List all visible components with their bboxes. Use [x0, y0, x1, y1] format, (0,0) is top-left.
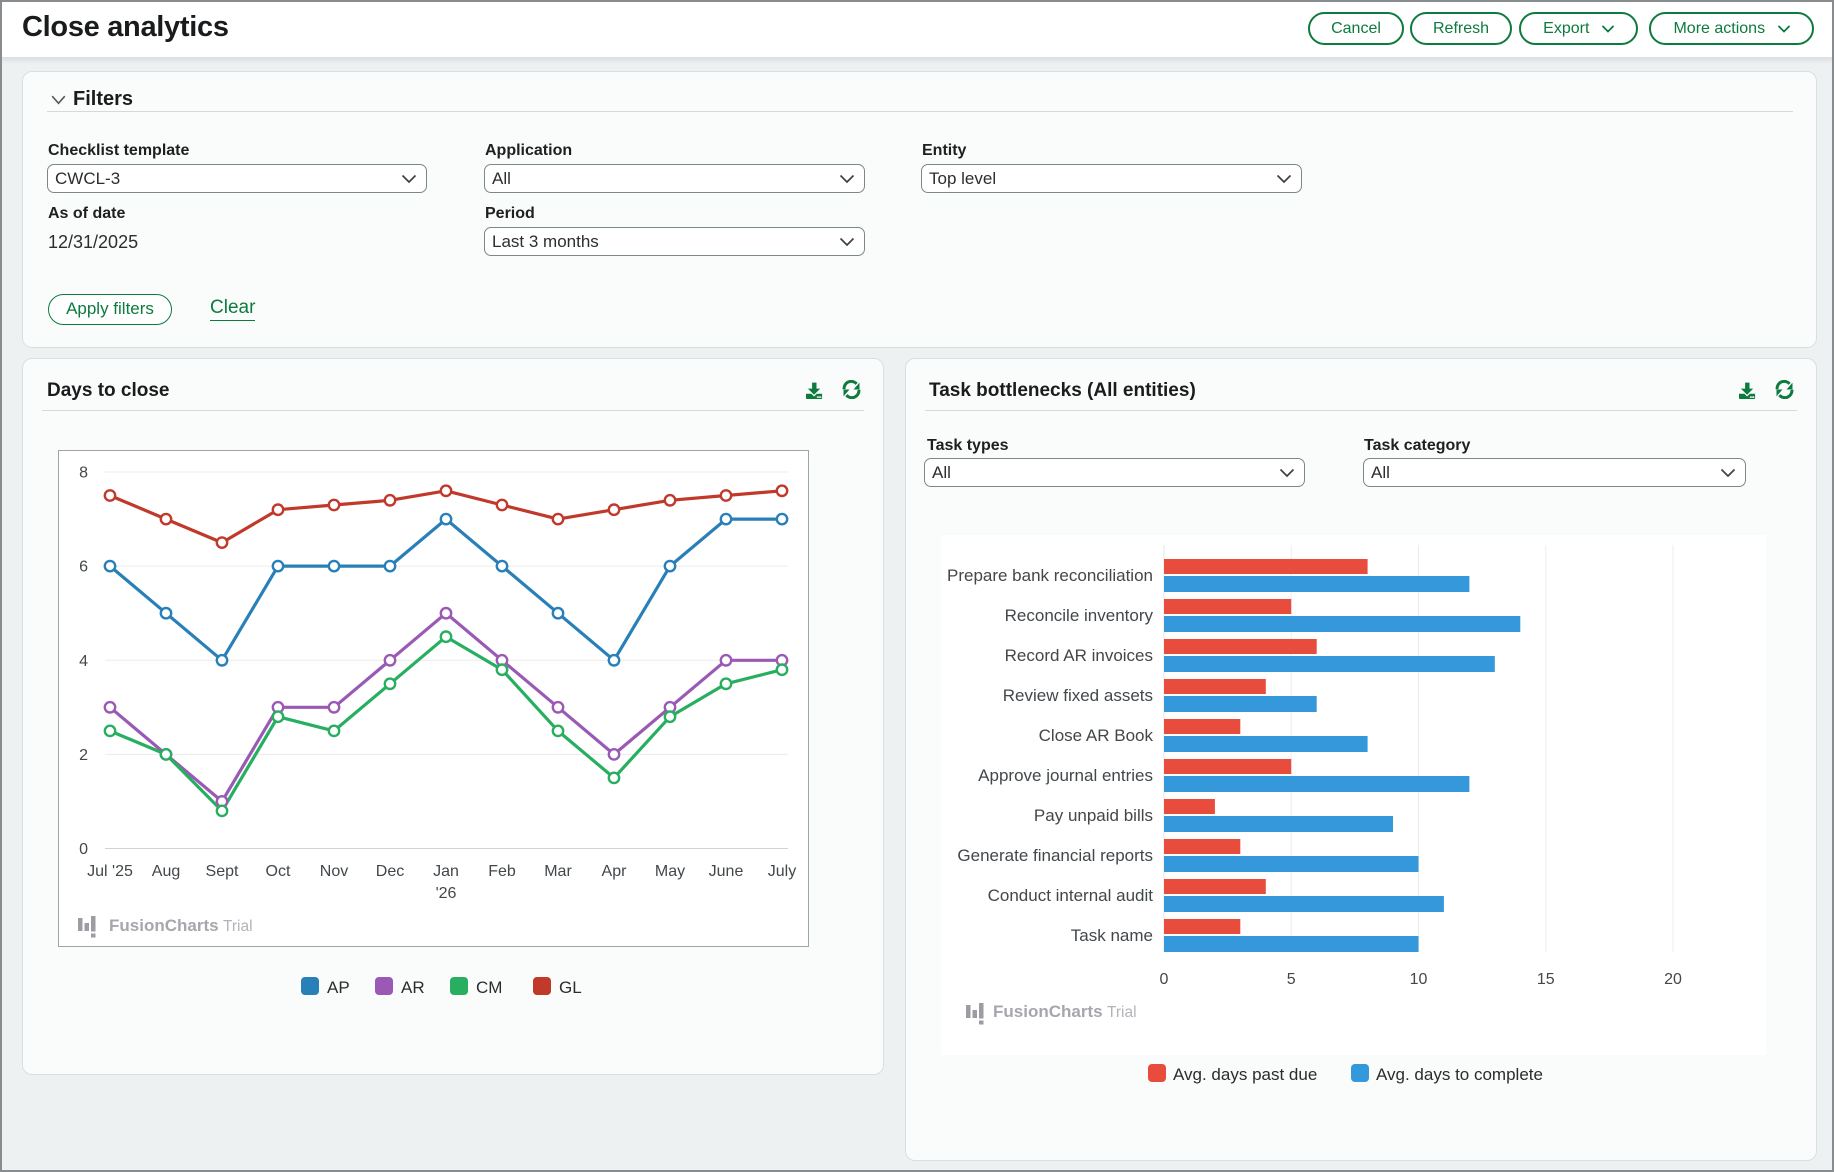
svg-text:Trial: Trial — [223, 918, 253, 935]
svg-text:June: June — [709, 863, 744, 880]
svg-text:15: 15 — [1537, 971, 1555, 988]
svg-text:0: 0 — [1160, 971, 1169, 988]
svg-text:Approve journal entries: Approve journal entries — [978, 766, 1153, 785]
svg-text:Review fixed assets: Review fixed assets — [1003, 686, 1153, 705]
svg-text:July: July — [768, 863, 796, 880]
svg-text:Feb: Feb — [488, 863, 516, 880]
svg-text:Mar: Mar — [544, 863, 572, 880]
svg-text:10: 10 — [1410, 971, 1428, 988]
svg-text:Record AR invoices: Record AR invoices — [1005, 646, 1153, 665]
svg-text:FusionCharts: FusionCharts — [993, 1002, 1103, 1021]
svg-text:Pay unpaid bills: Pay unpaid bills — [1034, 806, 1153, 825]
svg-text:Oct: Oct — [266, 863, 291, 880]
svg-text:Conduct internal audit: Conduct internal audit — [988, 886, 1154, 905]
svg-text:4: 4 — [79, 653, 88, 670]
svg-text:Task name: Task name — [1071, 926, 1153, 945]
svg-text:Reconcile inventory: Reconcile inventory — [1005, 606, 1154, 625]
svg-text:20: 20 — [1664, 971, 1682, 988]
svg-text:'26: '26 — [436, 885, 457, 902]
svg-text:Apr: Apr — [602, 863, 628, 880]
svg-text:Close AR Book: Close AR Book — [1039, 726, 1154, 745]
svg-text:5: 5 — [1287, 971, 1296, 988]
svg-text:2: 2 — [79, 747, 88, 764]
svg-text:Jul '25: Jul '25 — [87, 863, 133, 880]
svg-text:Dec: Dec — [376, 863, 404, 880]
svg-text:FusionCharts: FusionCharts — [109, 916, 219, 935]
svg-text:Sept: Sept — [206, 863, 239, 880]
svg-text:6: 6 — [79, 559, 88, 576]
svg-text:0: 0 — [79, 841, 88, 858]
svg-text:Prepare bank reconciliation: Prepare bank reconciliation — [947, 566, 1153, 585]
svg-text:Generate financial reports: Generate financial reports — [957, 846, 1153, 865]
svg-text:Aug: Aug — [152, 863, 180, 880]
svg-text:Nov: Nov — [320, 863, 348, 880]
svg-text:May: May — [655, 863, 685, 880]
svg-text:8: 8 — [79, 465, 88, 482]
svg-text:Jan: Jan — [433, 863, 459, 880]
svg-text:Trial: Trial — [1107, 1004, 1137, 1021]
